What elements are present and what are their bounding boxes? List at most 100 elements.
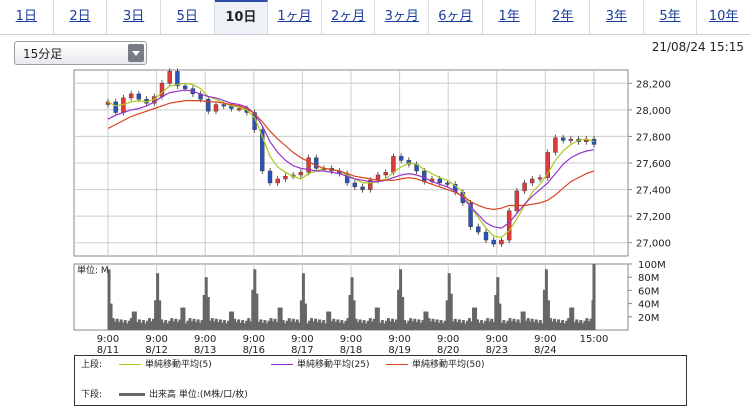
volume-bar [370, 321, 374, 330]
legend-volume-swatch [119, 393, 145, 396]
volume-bar [259, 319, 263, 330]
volume-bar [356, 322, 360, 330]
volume-bar [285, 320, 289, 330]
tab-3[interactable]: 5日 [161, 0, 215, 34]
volume-bar [405, 323, 409, 330]
volume-bar [342, 323, 346, 330]
volume-bar [115, 318, 119, 330]
tab-7[interactable]: 3ヶ月 [375, 0, 430, 34]
volume-bar [154, 300, 158, 330]
volume-bar [277, 307, 281, 330]
volume-bar [253, 269, 257, 330]
x-tick-date: 8/16 [243, 345, 265, 356]
chevron-down-icon[interactable] [128, 44, 144, 62]
volume-bar [293, 322, 297, 330]
volume-bar [158, 300, 162, 330]
tab-2[interactable]: 3日 [107, 0, 161, 34]
volume-bar [386, 318, 390, 330]
volume-bar [542, 289, 546, 330]
volume-bar [212, 321, 216, 330]
candle-body [437, 178, 442, 184]
volume-bar [553, 318, 557, 330]
interval-select[interactable]: 15分足 [14, 41, 147, 65]
candle-body [591, 138, 597, 145]
volume-bar [492, 322, 496, 330]
volume-bar [338, 322, 342, 330]
candle-body [545, 152, 550, 178]
volume-bar [391, 318, 395, 330]
candle-body [236, 108, 242, 111]
volume-bar [512, 318, 516, 330]
tab-4[interactable]: 10日 [214, 0, 269, 34]
tab-0[interactable]: 1日 [0, 0, 54, 34]
volume-bar [546, 300, 550, 330]
volume-bar [289, 321, 293, 330]
volume-bar [137, 319, 141, 330]
volume-unit-label: 単位: M [77, 264, 109, 276]
x-tick-date: 8/17 [291, 345, 313, 356]
volume-bar [218, 319, 222, 330]
volume-bar [577, 322, 581, 330]
volume-bar [121, 322, 125, 330]
tab-1[interactable]: 2日 [54, 0, 108, 34]
legend-ma25-label: 単純移動平均(25) [297, 360, 370, 370]
volume-bar [328, 311, 332, 330]
volume-bar [314, 318, 318, 330]
tab-12[interactable]: 5年 [644, 0, 698, 34]
volume-bar [476, 319, 480, 330]
x-tick-date: 8/13 [194, 345, 216, 356]
volume-bar [445, 300, 449, 330]
volume-bar [567, 318, 571, 330]
y-tick-label: 27,600 [636, 159, 671, 170]
volume-y-tick-label: 100M [638, 260, 666, 271]
candle-body [136, 93, 142, 100]
tab-6[interactable]: 2ヶ月 [322, 0, 376, 34]
volume-bar [569, 307, 573, 330]
volume-bar [579, 320, 583, 330]
volume-bar [478, 322, 482, 330]
volume-bar [382, 323, 386, 330]
y-tick-label: 28,000 [636, 106, 671, 117]
candle-body [383, 172, 388, 176]
volume-bar [184, 323, 188, 330]
line-ma25 [107, 89, 595, 229]
volume-bar [490, 318, 494, 330]
volume-bar [565, 320, 569, 330]
tab-9[interactable]: 1年 [483, 0, 537, 34]
volume-bar [196, 319, 200, 330]
volume-bar [312, 321, 316, 330]
tab-8[interactable]: 6ヶ月 [429, 0, 483, 34]
volume-bar [516, 319, 520, 330]
candle-body [445, 182, 450, 185]
volume-bar [275, 322, 279, 330]
tab-13[interactable]: 10年 [708, 9, 739, 24]
volume-bar [303, 303, 307, 330]
volume-bar [524, 320, 528, 330]
tab-5[interactable]: 1ヶ月 [268, 0, 322, 34]
candle-body [468, 202, 473, 227]
volume-bar [178, 319, 182, 330]
volume-bar [174, 318, 178, 330]
volume-bar [536, 322, 540, 330]
tab-11[interactable]: 3年 [590, 0, 644, 34]
volume-bar [563, 323, 567, 330]
volume-bar [372, 318, 376, 330]
volume-bar [540, 323, 544, 330]
volume-bar [530, 318, 534, 330]
volume-bar [265, 323, 269, 330]
volume-bar [494, 295, 498, 330]
tab-10[interactable]: 2年 [536, 0, 591, 34]
volume-bar [109, 303, 113, 330]
volume-bar [348, 295, 352, 330]
x-tick-time: 9:00 [340, 334, 362, 345]
volume-bar [194, 322, 198, 330]
volume-bar [474, 307, 478, 330]
volume-bar [429, 321, 433, 330]
volume-bar [190, 321, 194, 330]
volume-bar [287, 318, 291, 330]
volume-bar [133, 311, 137, 330]
legend-ma50: 単純移動平均(50) [386, 358, 484, 372]
volume-bar [172, 321, 176, 330]
volume-bar [376, 307, 380, 330]
volume-bar [186, 320, 190, 330]
